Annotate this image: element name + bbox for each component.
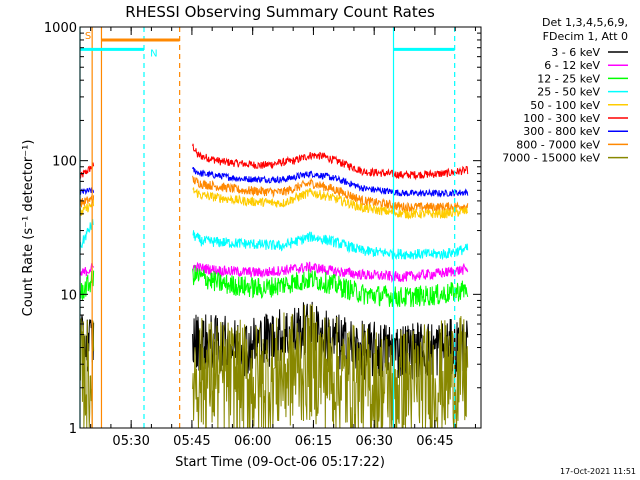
y-tick-label-1: 1 xyxy=(69,422,77,437)
series-25-50-kev-segment-1 xyxy=(79,218,94,253)
flag-bar-label-n: N xyxy=(150,48,157,59)
plot-frame xyxy=(79,26,482,429)
series-800-7000-kev-segment-1 xyxy=(79,195,95,208)
x-tick-label-0530: 05:30 xyxy=(112,434,149,449)
series-6-12-kev-segment-1 xyxy=(79,262,95,277)
legend-label-7: 300 - 800 keV xyxy=(523,125,600,138)
legend-header-line-2: FDecim 1, Att 0 xyxy=(543,30,628,43)
series-25-50-kev-segment-2 xyxy=(192,230,469,261)
legend-label-1: 3 - 6 keV xyxy=(551,46,600,59)
series-12-25-kev-segment-2 xyxy=(192,265,469,308)
legend-label-8: 800 - 7000 keV xyxy=(516,138,600,151)
x-tick-label-0630: 06:30 xyxy=(355,434,392,449)
legend-label-9: 7000 - 15000 keV xyxy=(502,152,600,165)
series-6-12-kev-segment-2 xyxy=(192,261,469,283)
legend-label-5: 50 - 100 keV xyxy=(530,99,600,112)
series-7000-15000-kev-segment-2 xyxy=(192,304,469,429)
legend-label-4: 25 - 50 keV xyxy=(537,86,600,99)
x-tick-label-0600: 06:00 xyxy=(234,434,271,449)
x-tick-label-0615: 06:15 xyxy=(295,434,332,449)
y-tick-label-100: 100 xyxy=(52,155,77,170)
axis-layer: 1 10 100 1000 05:30 05:45 06:00 06:15 06:30 06:45 xyxy=(44,21,481,449)
series-800-7000-kev xyxy=(79,175,469,214)
chart-title: RHESSI Observing Summary Count Rates xyxy=(125,3,435,21)
legend: Det 1,3,4,5,6,9, FDecim 1, Att 0 3 - 6 k… xyxy=(502,16,628,165)
legend-header-line-1: Det 1,3,4,5,6,9, xyxy=(542,16,628,29)
y-axis-label: Count Rate (s⁻¹ detector⁻¹) xyxy=(21,140,36,317)
legend-label-3: 12 - 25 keV xyxy=(537,72,600,85)
render-timestamp: 17-Oct-2021 11:51 xyxy=(560,467,636,476)
x-axis-label: Start Time (09-Oct-06 05:17:22) xyxy=(175,455,385,470)
y-tick-label-10: 10 xyxy=(60,288,77,303)
legend-label-6: 100 - 300 keV xyxy=(523,112,600,125)
x-tick-label-0645: 06:45 xyxy=(416,434,453,449)
flag-bar-label-s: S xyxy=(85,31,91,42)
series-12-25-kev xyxy=(79,265,469,308)
series-50-100-kev-segment-1 xyxy=(79,199,95,217)
legend-label-2: 6 - 12 keV xyxy=(544,59,600,72)
series-6-12-kev xyxy=(79,261,469,283)
series-50-100-kev xyxy=(79,187,469,220)
series-50-100-kev-segment-2 xyxy=(192,187,469,220)
series-12-25-kev-segment-1 xyxy=(79,270,95,301)
x-tick-label-0545: 05:45 xyxy=(173,434,210,449)
series-100-300-kev xyxy=(79,143,469,181)
series-800-7000-kev-segment-2 xyxy=(192,175,469,214)
series-300-800-kev-segment-2 xyxy=(192,166,469,198)
y-tick-label-1000: 1000 xyxy=(44,21,77,36)
series-100-300-kev-segment-2 xyxy=(192,143,469,181)
data-layer xyxy=(79,143,469,429)
series-25-50-kev xyxy=(79,218,469,261)
